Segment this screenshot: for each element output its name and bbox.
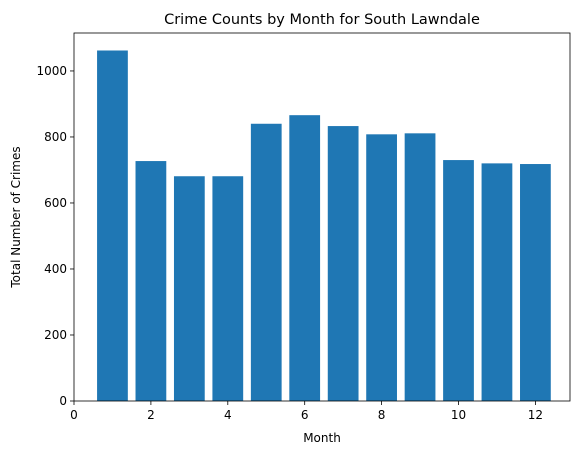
bar-month-7 [327, 126, 359, 401]
x-tick-label: 4 [224, 408, 232, 422]
bar-month-6 [289, 115, 321, 402]
chart-title: Crime Counts by Month for South Lawndale [164, 12, 480, 28]
bar-month-2 [135, 161, 167, 401]
x-tick-label: 0 [70, 408, 78, 422]
bar-month-9 [404, 133, 436, 401]
y-tick-label: 400 [44, 262, 67, 276]
x-tick-label: 12 [528, 408, 543, 422]
bar-month-10 [443, 160, 474, 401]
y-tick-label: 1000 [36, 64, 67, 78]
y-axis-label: Total Number of Crimes [9, 146, 23, 288]
x-tick-label: 8 [378, 408, 386, 422]
bar-month-11 [481, 163, 513, 401]
bar-month-12 [520, 164, 551, 401]
bar-month-1 [97, 50, 128, 402]
bar-month-8 [366, 134, 397, 401]
y-tick-label: 200 [44, 328, 67, 342]
x-tick-label: 2 [147, 408, 155, 422]
x-axis-label: Month [303, 431, 341, 445]
x-tick-label: 6 [301, 408, 309, 422]
bar-month-5 [250, 123, 282, 401]
bar-month-4 [212, 176, 244, 401]
plot-frame [73, 32, 571, 402]
y-tick-label: 800 [44, 130, 67, 144]
y-tick-label: 600 [44, 196, 67, 210]
bar-month-3 [173, 176, 205, 401]
y-tick-label: 0 [59, 394, 67, 408]
axes-layer: 0 2 4 6 8 10 12 0 200 400 600 800 1000 [36, 32, 571, 422]
x-tick-label: 10 [451, 408, 466, 422]
bars-layer [97, 50, 551, 402]
